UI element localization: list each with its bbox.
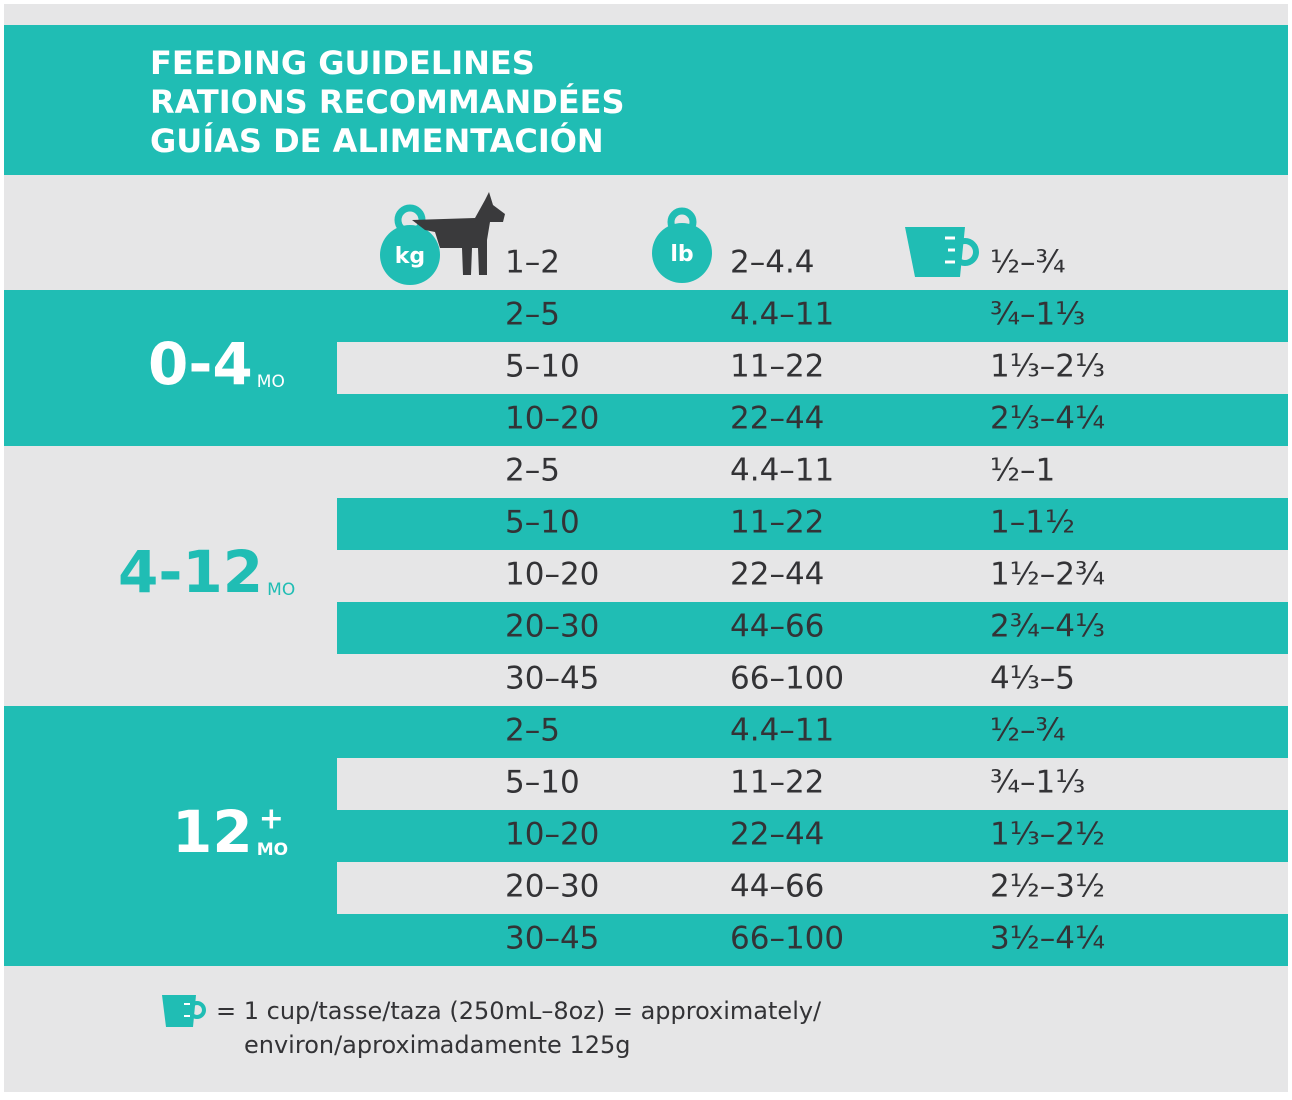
group-label: 0-4 (148, 330, 253, 398)
group-unit: MO (267, 580, 295, 600)
row-stripe (337, 862, 1288, 914)
row-stripe (337, 602, 1288, 654)
group-label: 4-12 (118, 538, 263, 606)
cell: 22–44 (730, 817, 824, 853)
cell: ½–¾ (990, 713, 1066, 749)
group-unit: MO (257, 840, 288, 860)
cell: 5–10 (505, 765, 580, 801)
group-sup: + (259, 802, 284, 837)
cell: 2–5 (505, 297, 560, 333)
cell: 22–44 (730, 401, 824, 437)
cup-icon (905, 227, 979, 277)
cell: 44–66 (730, 869, 824, 905)
cell: ¾–1⅓ (990, 297, 1085, 333)
cell: 4.4–11 (730, 297, 834, 333)
dog-icon (412, 192, 505, 275)
cell: 10–20 (505, 401, 599, 437)
cell: 66–100 (730, 661, 844, 697)
lb-icon: lb (652, 207, 712, 283)
cell: 5–10 (505, 505, 580, 541)
cell: 2¾–4⅓ (990, 609, 1105, 645)
footer-cup-icon (162, 995, 206, 1027)
cell: ½–¾ (990, 245, 1066, 281)
group-label: 12 (172, 798, 253, 866)
row-stripe (337, 342, 1288, 394)
kg-label: kg (395, 244, 425, 269)
cell: 30–45 (505, 921, 599, 957)
cell: 20–30 (505, 609, 599, 645)
cell: 1–1½ (990, 505, 1075, 541)
cell: 4.4–11 (730, 453, 834, 489)
cell: 1⅓–2½ (990, 817, 1105, 853)
cell: 2–5 (505, 713, 560, 749)
header-band (4, 25, 1288, 175)
cell: ¾–1⅓ (990, 765, 1085, 801)
cell: 66–100 (730, 921, 844, 957)
kg-icon: kg (380, 204, 440, 285)
footer-line: environ/aproximadamente 125g (244, 1031, 631, 1059)
cell: 4⅓–5 (990, 661, 1075, 697)
cell: 10–20 (505, 557, 599, 593)
cell: 1½–2¾ (990, 557, 1105, 593)
group-unit: MO (257, 372, 285, 392)
cell: 1–2 (505, 245, 560, 281)
cell: 1⅓–2⅓ (990, 349, 1105, 385)
cell: 11–22 (730, 349, 824, 385)
cell: 2–5 (505, 453, 560, 489)
title-line: FEEDING GUIDELINES (150, 44, 535, 82)
cell: 2½–3½ (990, 869, 1105, 905)
title-line: GUÍAS DE ALIMENTACIÓN (150, 121, 604, 160)
cell: 2⅓–4¼ (990, 401, 1105, 437)
title-line: RATIONS RECOMMANDÉES (150, 83, 625, 121)
cell: 3½–4¼ (990, 921, 1105, 957)
cell: 22–44 (730, 557, 824, 593)
cell: 11–22 (730, 505, 824, 541)
cell: ½–1 (990, 453, 1055, 489)
row-stripe (337, 758, 1288, 810)
cell: 10–20 (505, 817, 599, 853)
footer-line: = 1 cup/tasse/taza (250mL–8oz) = approxi… (216, 997, 822, 1025)
cell: 5–10 (505, 349, 580, 385)
lb-label: lb (670, 242, 693, 267)
cell: 11–22 (730, 765, 824, 801)
group-band (4, 706, 1288, 966)
cell: 20–30 (505, 869, 599, 905)
cell: 44–66 (730, 609, 824, 645)
cell: 30–45 (505, 661, 599, 697)
row-stripe (337, 498, 1288, 550)
cell: 2–4.4 (730, 245, 815, 281)
cell: 4.4–11 (730, 713, 834, 749)
